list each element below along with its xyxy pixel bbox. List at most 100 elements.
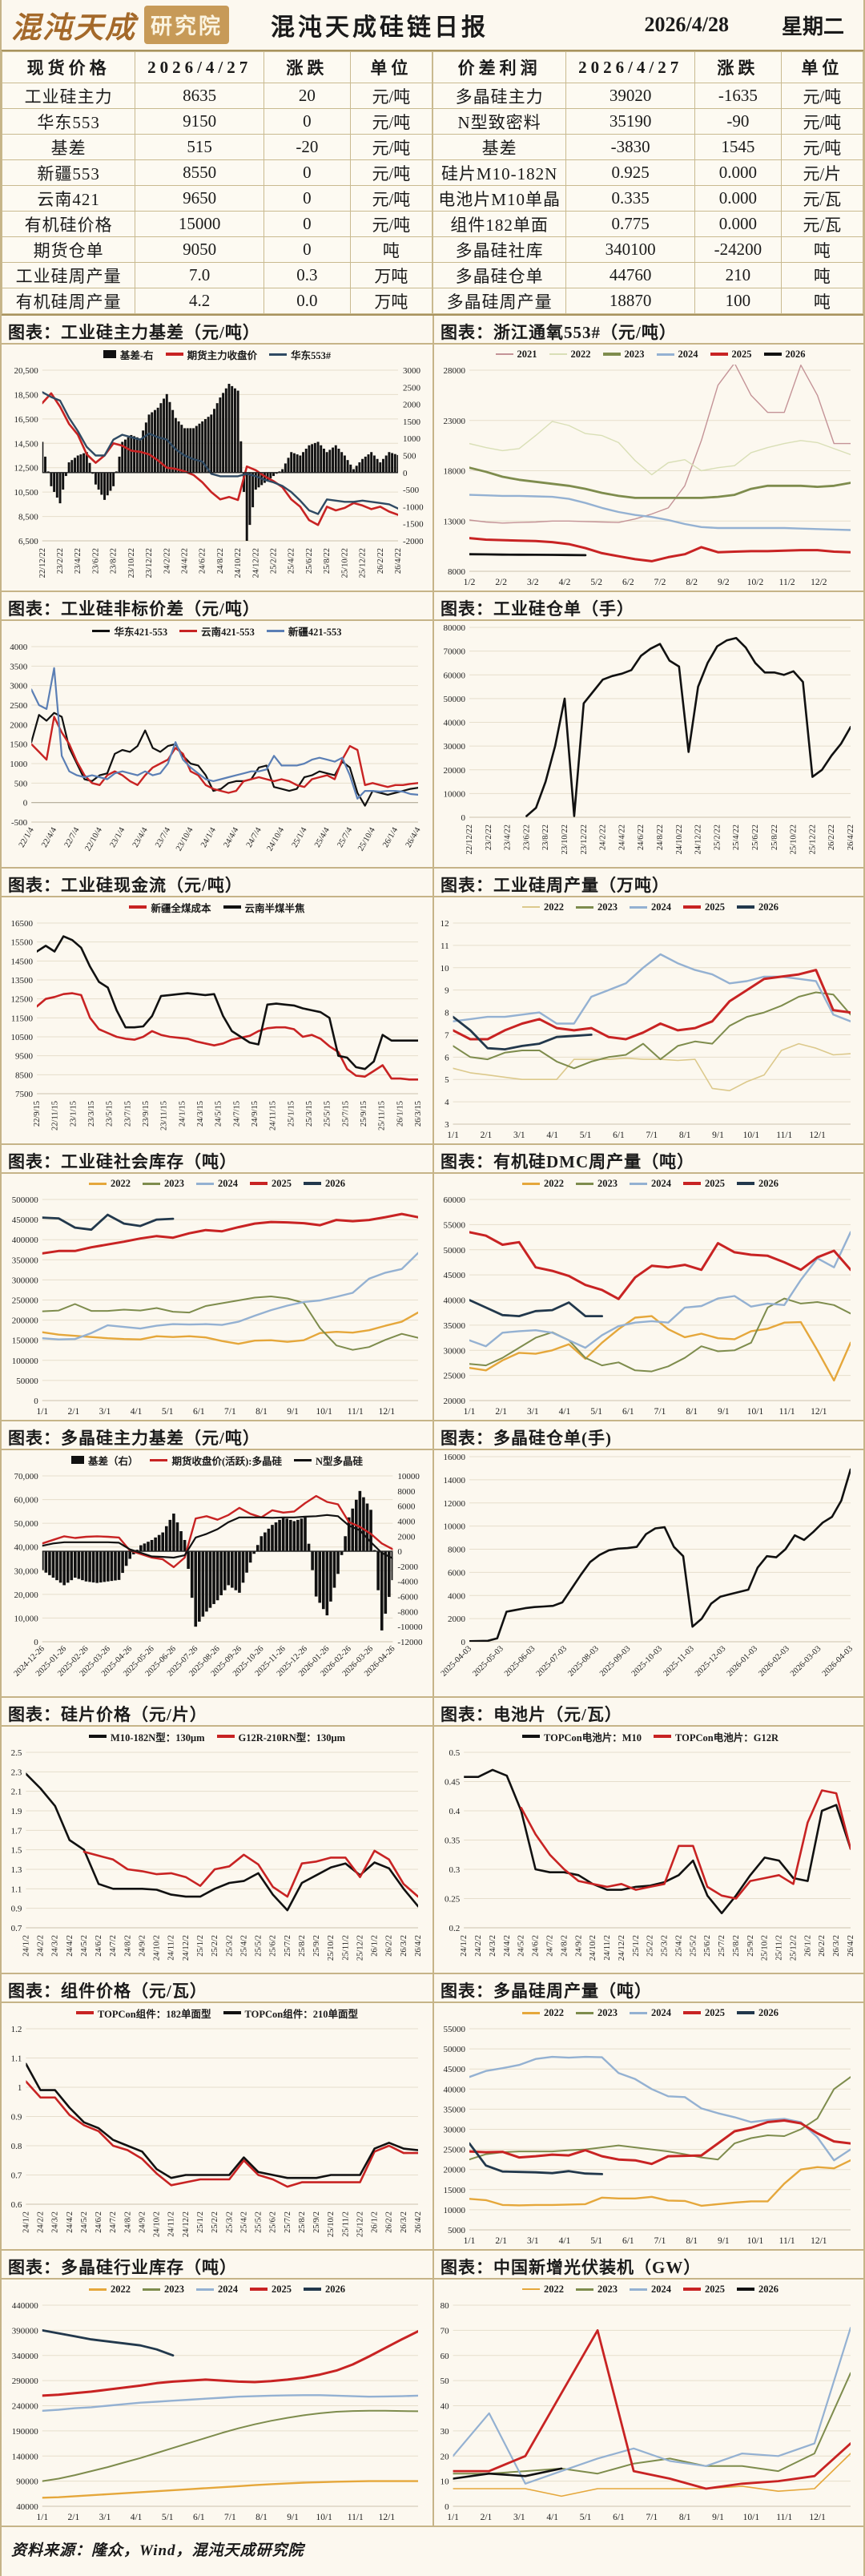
chart-legend: 新疆全煤成本 云南半煤半焦	[2, 897, 432, 917]
cell-unit: 元/吨	[780, 83, 863, 109]
svg-text:20000: 20000	[444, 766, 466, 776]
svg-text:1.3: 1.3	[11, 1865, 22, 1875]
svg-text:0.3: 0.3	[449, 1865, 460, 1875]
column-header: 现货价格	[2, 51, 136, 83]
table-row: 有机硅价格 15000 0 元/吨	[2, 211, 433, 237]
svg-text:10000: 10000	[444, 789, 466, 799]
chart-legend: M10-182N型：130μm G12R-210RN型：130μm	[2, 1727, 432, 1746]
svg-text:26/4/22: 26/4/22	[394, 548, 403, 574]
svg-text:3/2: 3/2	[527, 578, 539, 587]
legend-item: 2026	[737, 2007, 778, 2019]
svg-text:0.45: 0.45	[445, 1778, 461, 1788]
svg-text:70,000: 70,000	[14, 1472, 39, 1482]
legend-item: 2026	[737, 1178, 778, 1190]
svg-text:450000: 450000	[12, 1215, 39, 1225]
svg-text:11/1: 11/1	[776, 1131, 792, 1140]
svg-text:16,500: 16,500	[14, 415, 39, 425]
svg-text:12: 12	[441, 919, 449, 929]
cell-value: 0.335	[565, 185, 696, 212]
svg-text:28000: 28000	[444, 366, 466, 376]
svg-text:24/10/22: 24/10/22	[675, 824, 684, 854]
svg-text:22/1/4: 22/1/4	[18, 825, 36, 849]
chart-title: 图表：多晶硅周产量（吨）	[434, 1974, 863, 2003]
svg-text:45000: 45000	[444, 1271, 466, 1280]
chart-title: 图表：工业硅周产量（万吨）	[434, 869, 863, 897]
cell-indicator: 组件182单面	[432, 211, 567, 237]
svg-text:30000: 30000	[444, 1346, 466, 1356]
svg-text:26/1/2: 26/1/2	[803, 1935, 812, 1957]
svg-text:4000: 4000	[397, 1517, 416, 1526]
cell-change: -24200	[694, 236, 782, 263]
brand-logo-seal-icon: 研究院	[144, 6, 229, 44]
svg-text:2/1: 2/1	[495, 1407, 507, 1417]
svg-text:11/1: 11/1	[348, 1407, 364, 1417]
svg-text:24/10/4: 24/10/4	[266, 825, 287, 853]
legend-line-swatch-icon	[223, 905, 241, 909]
svg-text:25/9/15: 25/9/15	[360, 1101, 368, 1127]
legend-item: 新疆421-553	[266, 623, 342, 639]
legend-line-swatch-icon	[656, 353, 674, 356]
svg-text:5/1: 5/1	[590, 2236, 602, 2246]
svg-text:23/2/22: 23/2/22	[485, 824, 493, 850]
svg-text:-1000: -1000	[403, 502, 424, 512]
legend-item: 云南半煤半焦	[223, 900, 305, 915]
chart-title: 图表：多晶硅行业库存（吨）	[2, 2251, 432, 2280]
legend-item: 2022	[522, 2007, 564, 2019]
svg-text:25/7/2: 25/7/2	[284, 1935, 292, 1957]
svg-text:24/5/15: 24/5/15	[215, 1101, 223, 1127]
svg-text:24/2/2: 24/2/2	[37, 2211, 46, 2233]
legend-line-swatch-icon	[304, 2288, 321, 2291]
svg-text:25/6/22: 25/6/22	[751, 824, 760, 850]
svg-text:500: 500	[403, 452, 416, 462]
cell-value: 39020	[565, 83, 696, 109]
svg-text:55000: 55000	[444, 1220, 466, 1230]
cell-change: 0	[264, 108, 351, 135]
svg-text:2000: 2000	[10, 720, 28, 730]
svg-text:25/4/22: 25/4/22	[288, 548, 296, 574]
legend-label: N型多晶硅	[315, 1455, 364, 1467]
legend-item: 新疆全煤成本	[129, 900, 211, 915]
svg-text:10000: 10000	[444, 2206, 466, 2215]
column-header: 2026/4/27	[135, 51, 265, 83]
svg-text:7/1: 7/1	[646, 2513, 658, 2522]
legend-item: 2024	[630, 2284, 671, 2296]
svg-text:0.6: 0.6	[11, 2200, 22, 2210]
chart-title: 图表：工业硅非标价差（元/吨）	[2, 592, 432, 621]
svg-text:25/7/4: 25/7/4	[336, 825, 354, 849]
svg-text:-6000: -6000	[397, 1593, 418, 1602]
svg-text:30: 30	[441, 2427, 450, 2437]
legend-label: 2023	[597, 2006, 618, 2018]
legend-item: M10-182N型：130μm	[89, 1729, 205, 1744]
svg-text:23/12/22: 23/12/22	[580, 824, 589, 854]
svg-text:23/3/15: 23/3/15	[87, 1101, 96, 1127]
legend-item: 2026	[304, 1178, 345, 1190]
svg-text:9/2: 9/2	[718, 578, 730, 587]
svg-text:13000: 13000	[444, 517, 466, 526]
svg-text:6: 6	[445, 1053, 449, 1062]
svg-text:24/8/2: 24/8/2	[123, 2211, 132, 2233]
svg-text:4000: 4000	[10, 643, 28, 652]
chart-cell-13: 图表：组件价格（元/瓦） TOPCon组件：182单面型 TOPCon组件：210单…	[2, 1974, 434, 2251]
svg-text:4/1: 4/1	[131, 2513, 143, 2522]
legend-line-swatch-icon	[522, 1182, 540, 1185]
svg-text:25/4/2: 25/4/2	[674, 1935, 683, 1957]
svg-text:25/10/22: 25/10/22	[790, 824, 799, 854]
svg-text:24/9/2: 24/9/2	[138, 2211, 147, 2233]
legend-label: 2025	[272, 2283, 292, 2295]
svg-text:3000: 3000	[10, 682, 28, 691]
chart-legend: 基差-右 期货主力收盘价 华东553#	[2, 345, 432, 364]
svg-text:60: 60	[441, 2352, 450, 2361]
svg-text:6/1: 6/1	[613, 1131, 625, 1140]
svg-text:24/10/2: 24/10/2	[153, 1935, 162, 1961]
svg-text:80: 80	[441, 2301, 450, 2311]
legend-label: 2022	[544, 1177, 564, 1189]
svg-text:25/10/2: 25/10/2	[327, 1935, 336, 1961]
svg-text:23/6/22: 23/6/22	[522, 824, 531, 850]
svg-text:25/1/2: 25/1/2	[196, 1935, 205, 1957]
legend-line-swatch-icon	[576, 905, 593, 909]
svg-text:24/7/2: 24/7/2	[109, 1935, 118, 1957]
cell-indicator: 期货仓单	[2, 236, 136, 263]
svg-text:45000: 45000	[444, 2065, 466, 2074]
table-row: N型致密料 35190 -90 元/吨	[432, 108, 863, 135]
svg-text:3/1: 3/1	[99, 1407, 111, 1417]
